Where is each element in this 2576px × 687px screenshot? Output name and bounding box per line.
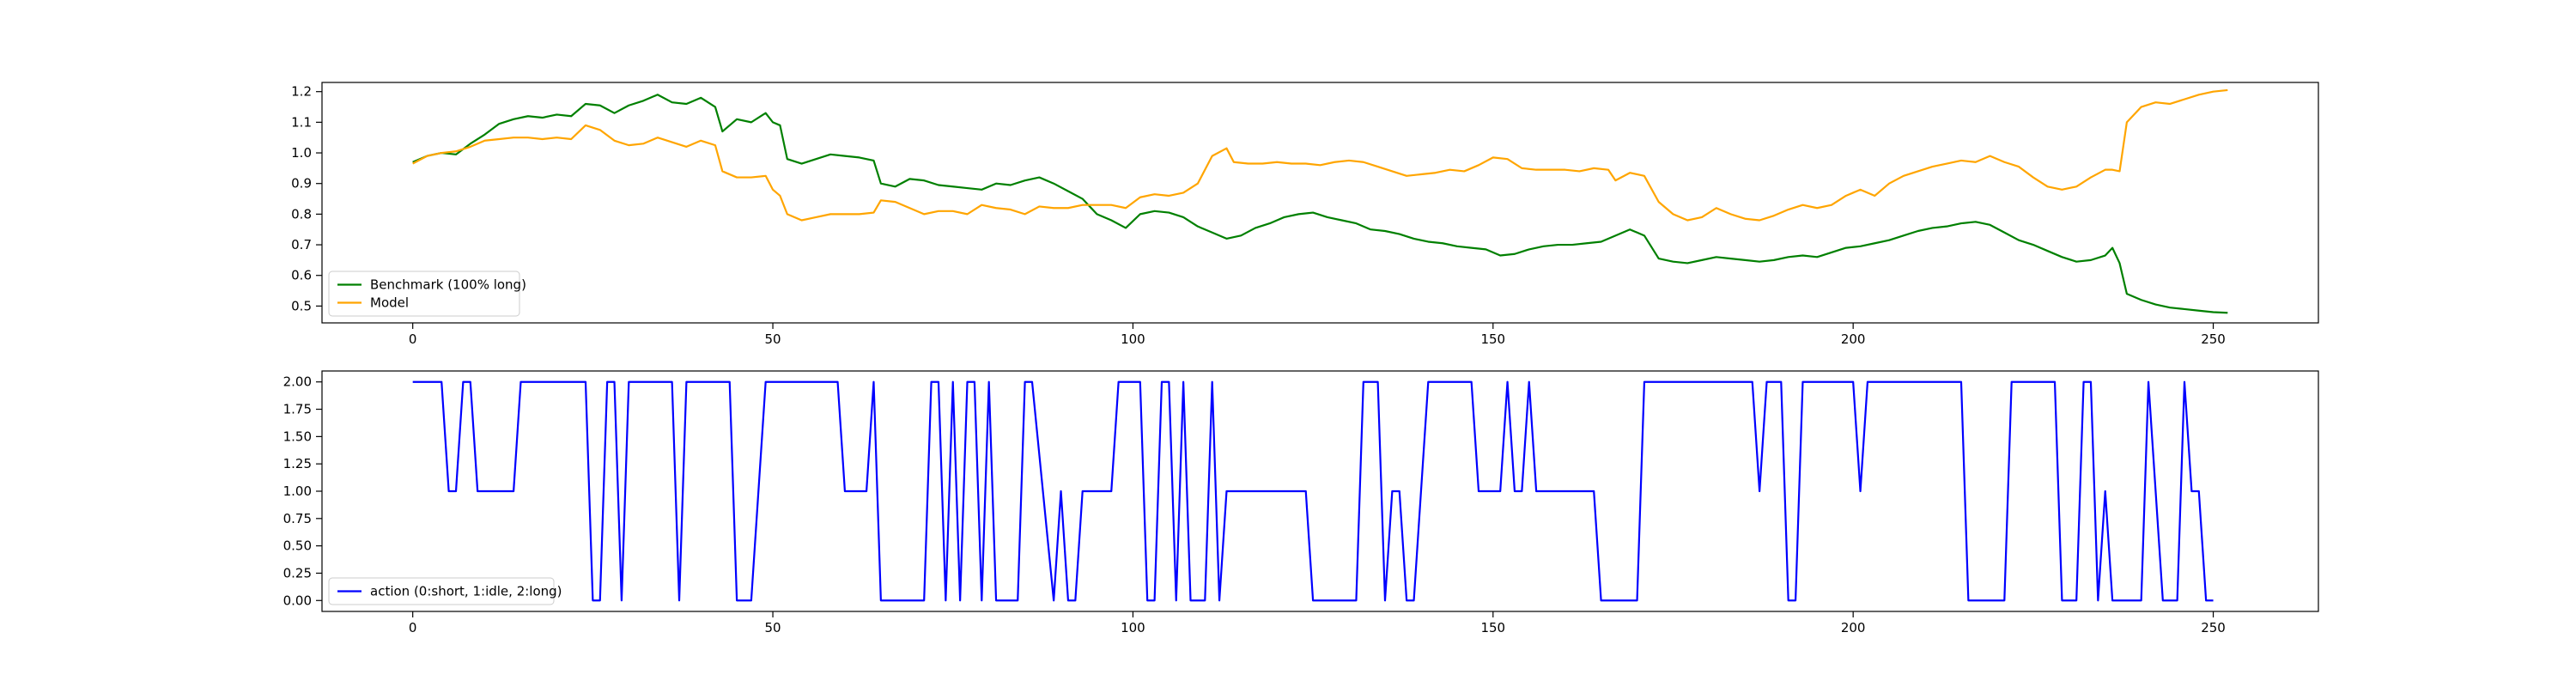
top-y-tick-label: 1.1 [291,114,312,130]
bottom-x-tick-label: 250 [2201,620,2226,635]
top-y-tick-label: 0.8 [291,206,312,222]
bottom-x-tick-label: 150 [1480,620,1505,635]
top-legend-label: Benchmark (100% long) [370,277,526,293]
bottom-x-tick-label: 200 [1841,620,1866,635]
bottom-y-tick-label: 0.75 [283,511,312,526]
bottom-y-tick-label: 2.00 [283,374,312,390]
bottom-legend-box [328,577,555,605]
top-legend-box [328,271,520,317]
bottom-y-tick-label: 0.25 [283,565,312,581]
top-y-tick-label: 0.9 [291,176,312,192]
top-y-tick-label: 1.2 [291,84,312,100]
bottom-y-tick-label: 1.00 [283,483,312,499]
top-x-tick-label: 150 [1480,331,1505,347]
bottom-x-tick-label: 50 [765,620,781,635]
top-x-tick-label: 0 [409,331,417,347]
bottom-y-tick-label: 0.00 [283,593,312,608]
top-y-tick-label: 1.0 [291,145,312,161]
bottom-x-tick-label: 100 [1121,620,1145,635]
bottom-y-tick-label: 1.25 [283,456,312,471]
bottom-chart-panel: 0 50 100 150 200 250 0.00 0.25 0.50 0.75 1.00 1.25 1… [283,370,2319,635]
top-x-tick-label: 250 [2201,331,2226,347]
top-y-tick-label: 0.6 [291,268,312,283]
bottom-legend-label: action (0:short, 1:idle, 2:long) [370,584,562,599]
top-x-tick-label: 100 [1121,331,1145,347]
top-x-tick-label: 50 [765,331,781,347]
top-series-line-1 [412,94,2228,314]
bottom-y-tick-label: 1.75 [283,402,312,417]
top-axes-frame [321,82,2319,324]
bottom-series-line-1 [412,380,2214,602]
top-y-tick-label: 0.5 [291,298,312,313]
top-y-tick-label: 0.7 [291,237,312,252]
top-series-line-2 [412,88,2228,222]
top-legend-label: Model [370,295,409,311]
bottom-y-tick-label: 1.50 [283,429,312,444]
top-x-tick-label: 200 [1841,331,1866,347]
bottom-x-tick-label: 0 [409,620,417,635]
top-chart-panel: 0 50 100 150 200 250 0.5 0.6 0.7 0.8 0.9 1.0 1.1 1.2 B… [291,82,2319,347]
bottom-y-tick-label: 0.50 [283,538,312,554]
